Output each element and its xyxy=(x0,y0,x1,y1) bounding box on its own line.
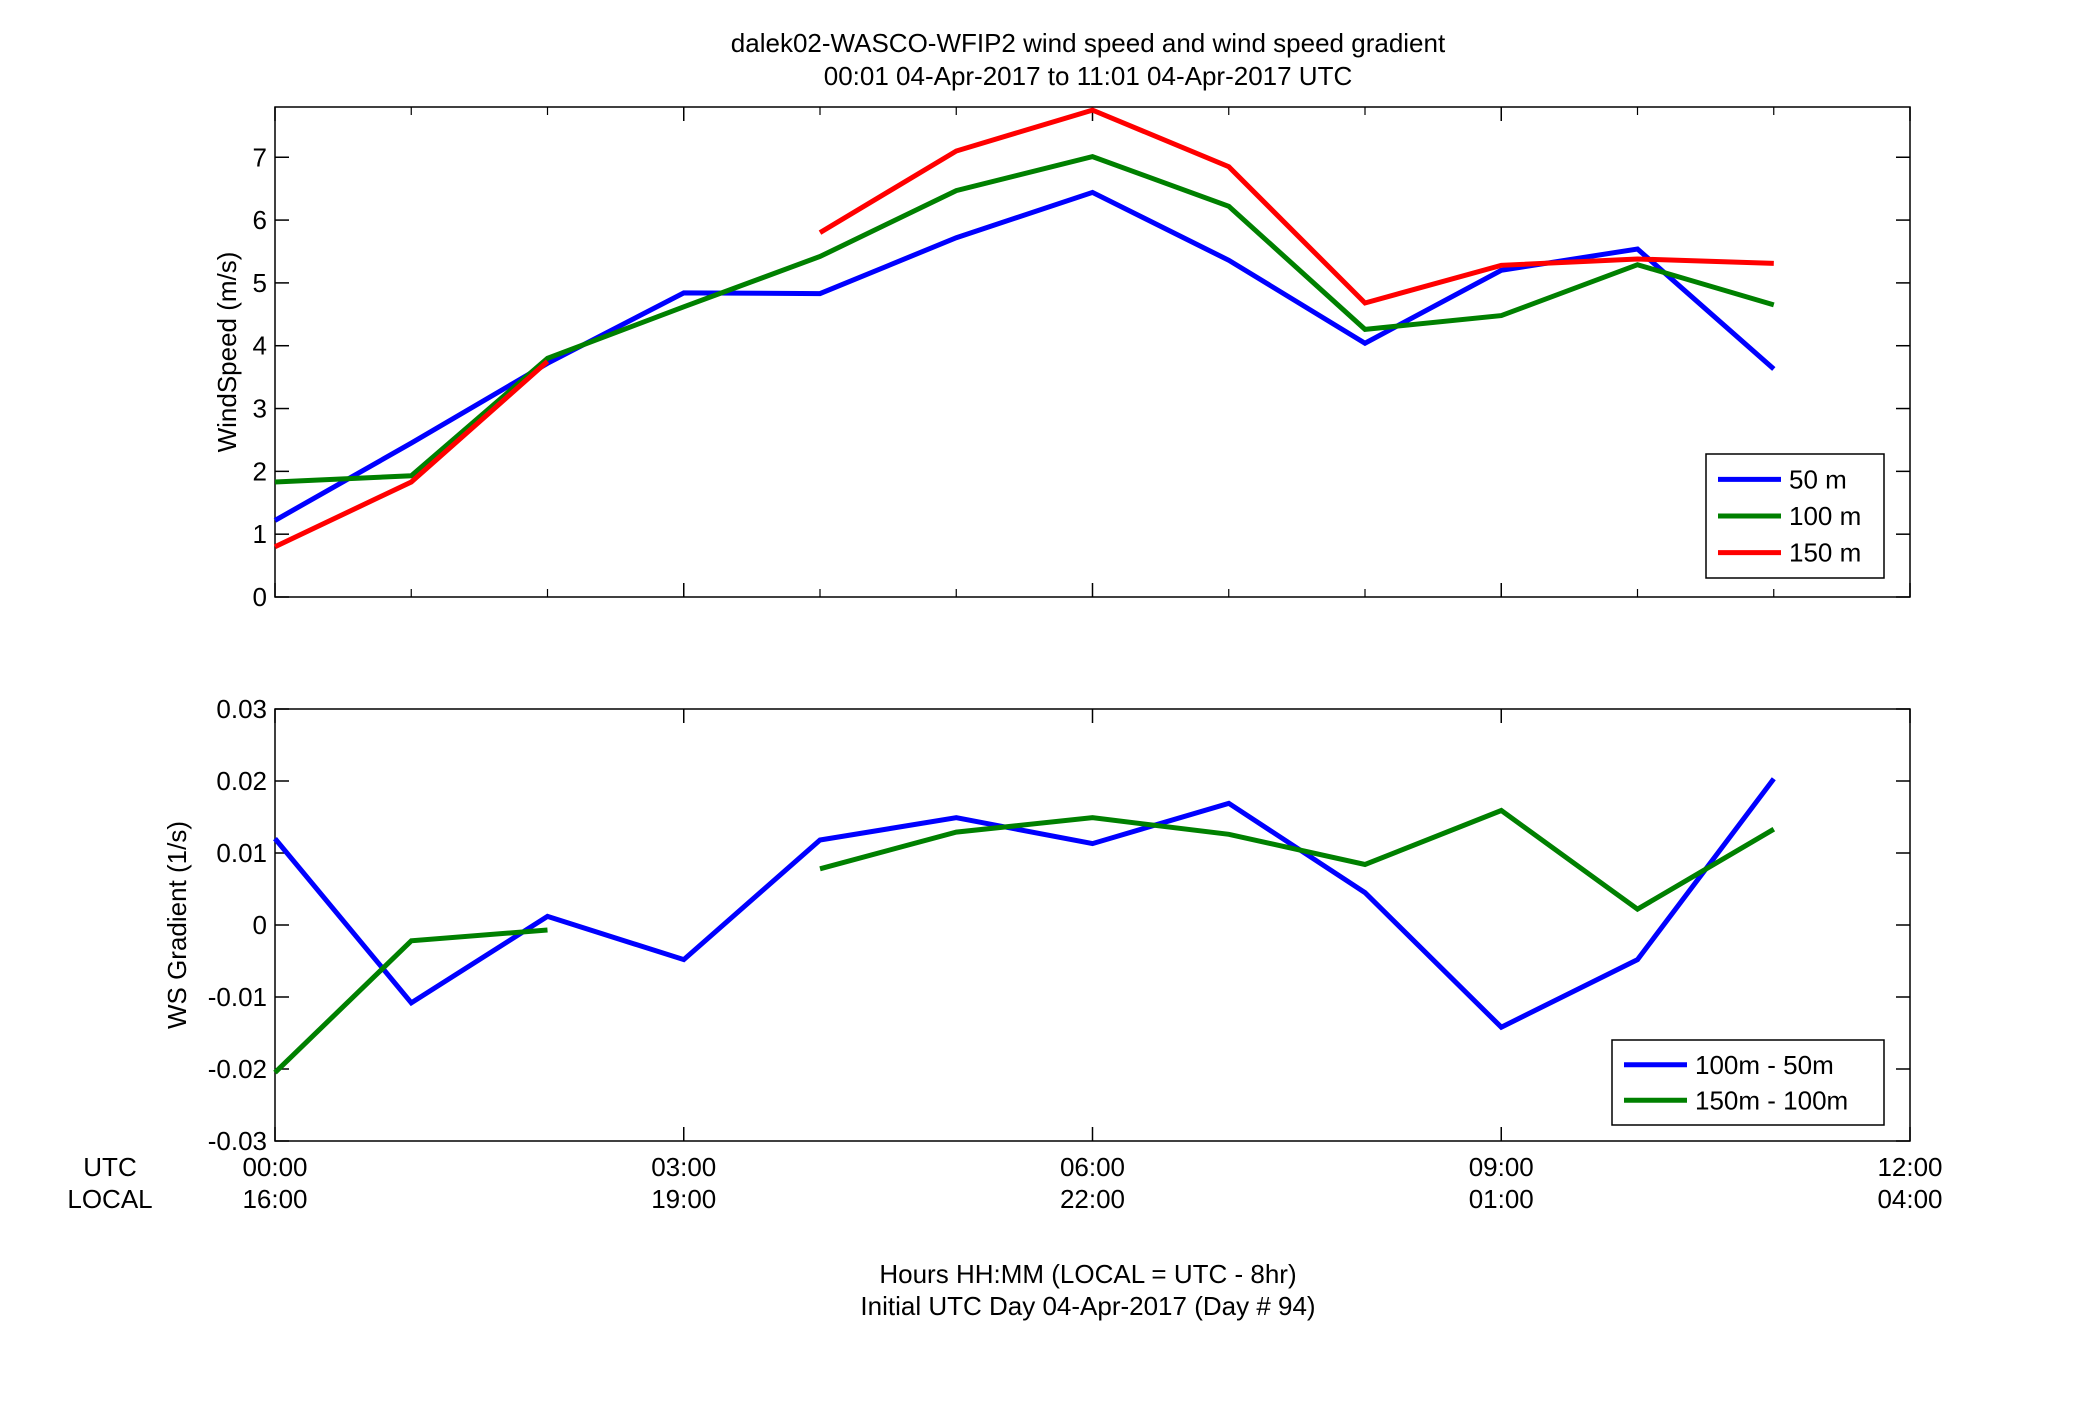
windspeed-axes-box xyxy=(274,106,1911,598)
xaxis-label-line2: Initial UTC Day 04-Apr-2017 (Day # 94) xyxy=(860,1291,1315,1321)
windspeed-ytick-label: 6 xyxy=(253,205,267,235)
windspeed-ytick-label: 4 xyxy=(253,331,267,361)
windspeed-legend-label: 50 m xyxy=(1789,464,1847,494)
xtick-label-local: 16:00 xyxy=(242,1184,307,1214)
gradient-ytick-label: 0.01 xyxy=(216,838,267,868)
xtick-label-utc: 12:00 xyxy=(1877,1152,1942,1182)
gradient-ytick-label: -0.02 xyxy=(208,1054,267,1084)
chart-title-line2: 00:01 04-Apr-2017 to 11:01 04-Apr-2017 U… xyxy=(824,61,1353,91)
windspeed-series-line-2 xyxy=(274,153,1775,485)
local-row-label: LOCAL xyxy=(67,1184,152,1214)
utc-row-label: UTC xyxy=(83,1152,136,1182)
windspeed-ytick-label: 1 xyxy=(253,519,267,549)
windspeed-series-line-3 xyxy=(273,107,1774,549)
xtick-label-local: 04:00 xyxy=(1877,1184,1942,1214)
xtick-label-utc: 03:00 xyxy=(651,1152,716,1182)
gradient-ylabel: WS Gradient (1/s) xyxy=(162,821,192,1029)
xtick-label-local: 22:00 xyxy=(1060,1184,1125,1214)
gradient-ytick-label: 0.02 xyxy=(216,766,267,796)
xtick-label-local: 19:00 xyxy=(651,1184,716,1214)
gradient-ytick-label: -0.01 xyxy=(208,982,267,1012)
windspeed-ytick-label: 5 xyxy=(253,268,267,298)
gradient-legend-label: 100m - 50m xyxy=(1695,1050,1834,1080)
chart-title-line1: dalek02-WASCO-WFIP2 wind speed and wind … xyxy=(731,28,1446,58)
xaxis-label-line1: Hours HH:MM (LOCAL = UTC - 8hr) xyxy=(879,1259,1296,1289)
gradient-series-line-1 xyxy=(273,777,1776,1031)
windspeed-legend-label: 150 m xyxy=(1789,538,1861,568)
gradient-legend: 100m - 50m 150m - 100m xyxy=(1611,1039,1885,1126)
gradient-legend-label: 150m - 100m xyxy=(1695,1085,1848,1115)
windspeed-ytick-label: 7 xyxy=(253,142,267,172)
gradient-ytick-label: 0 xyxy=(253,910,267,940)
windspeed-legend-label: 100 m xyxy=(1789,501,1861,531)
xtick-label-utc: 00:00 xyxy=(242,1152,307,1182)
windspeed-ylabel: WindSpeed (m/s) xyxy=(212,252,242,453)
xtick-label-utc: 06:00 xyxy=(1060,1152,1125,1182)
windspeed-series-line-1 xyxy=(273,189,1776,523)
xtick-label-utc: 09:00 xyxy=(1469,1152,1534,1182)
gradient-ytick-label: 0.03 xyxy=(216,694,267,724)
gradient-series-line-2 xyxy=(273,807,1776,1075)
gradient-panel: -0.03 -0.02 -0.01 0 0.01 0.02 0.03 WS Gradient … xyxy=(162,694,1911,1156)
windspeed-ytick-label: 0 xyxy=(253,582,267,612)
windspeed-panel: 0 1 2 3 4 5 6 7 WindSpeed (m/s) 50 m 100 m 150 m xyxy=(212,106,1911,612)
windspeed-legend: 50 m 100 m 150 m xyxy=(1705,453,1885,579)
windspeed-ytick-label: 2 xyxy=(253,456,267,486)
gradient-legend-box xyxy=(1611,1039,1885,1126)
windspeed-ytick-label: 3 xyxy=(253,394,267,424)
gradient-ytick-label: -0.03 xyxy=(208,1126,267,1156)
xtick-label-local: 01:00 xyxy=(1469,1184,1534,1214)
